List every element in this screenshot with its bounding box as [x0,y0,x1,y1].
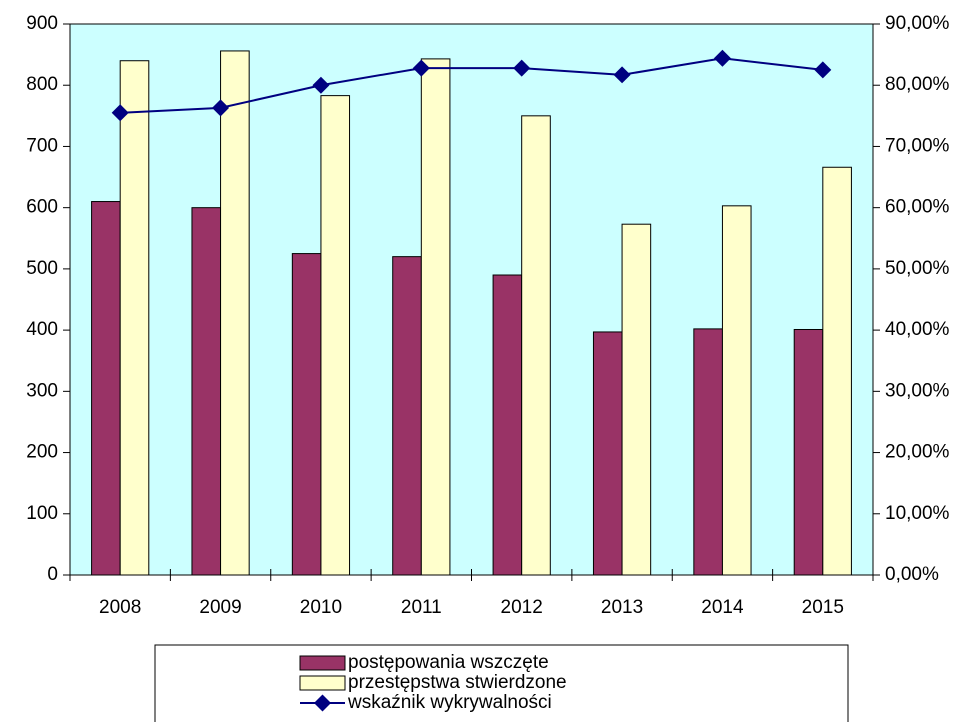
line-marker [212,99,230,117]
legend-label: postępowania wszczęte [348,652,549,673]
x-tick-label: 2012 [501,597,543,618]
line-marker [814,61,832,79]
plot-area [69,23,874,576]
line-marker [111,104,129,122]
bar [119,60,150,576]
line-marker [312,76,330,94]
x-tick-label: 2009 [199,597,241,618]
y-tick-label: 700 [26,135,58,156]
x-tick-label: 2011 [401,597,442,618]
bar [621,223,652,576]
bar [693,328,723,576]
x-tick-label: 2013 [601,597,643,618]
y-tick-label: 300 [26,380,58,401]
bar [220,50,250,576]
y2-tick-label: 10,00% [885,503,950,524]
bar [320,95,351,576]
y-tick-label: 500 [26,258,58,279]
bar [392,256,422,576]
bar [793,328,824,576]
line-marker [513,59,531,77]
bar [822,166,852,576]
x-tick-label: 2014 [701,597,744,618]
line-marker [713,49,731,67]
line-series [120,57,823,114]
y2-tick-label: 40,00% [885,319,950,340]
bar [191,207,222,576]
y-tick-label: 200 [26,442,58,463]
bar [291,253,322,576]
y2-tick-label: 50,00% [885,258,950,279]
y2-tick-label: 30,00% [885,380,950,401]
legend-label: wskaźnik wykrywalności [347,692,552,713]
legend-marker [314,694,331,712]
bar [721,205,752,576]
legend-label: przestępstwa stwierdzone [348,672,567,693]
y-tick-label: 100 [26,503,58,524]
bar [91,201,121,576]
y2-tick-label: 70,00% [885,135,950,156]
y-tick-label: 600 [26,197,58,218]
legend-swatch [299,675,346,691]
y2-tick-label: 20,00% [885,442,950,463]
legend-swatch [299,655,346,671]
x-tick-label: 2008 [99,597,141,618]
y2-tick-label: 90,00% [885,13,950,34]
y-tick-label: 800 [26,74,58,95]
y2-tick-label: 80,00% [885,74,950,95]
legend-box [154,644,849,722]
bar [420,58,451,576]
bar [521,115,551,576]
y-tick-label: 400 [26,319,58,340]
y2-tick-label: 0,00% [885,564,939,585]
y-tick-label: 0 [47,564,58,585]
x-tick-label: 2015 [802,597,844,618]
y2-tick-label: 60,00% [885,197,950,218]
bar [592,331,623,576]
bar [492,274,523,576]
line-marker [613,66,631,84]
x-tick-label: 2010 [300,597,342,618]
y-tick-label: 900 [26,13,58,34]
